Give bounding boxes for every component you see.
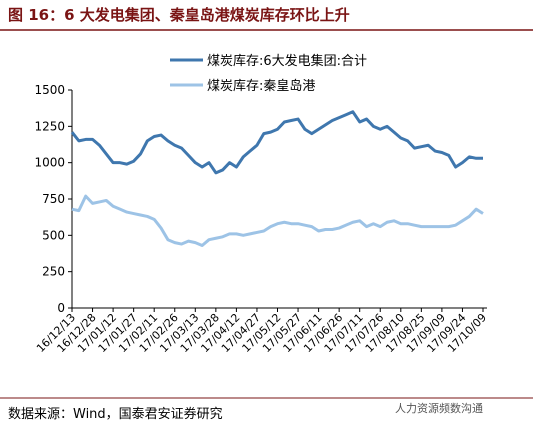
y-tick-label: 1500 bbox=[34, 83, 65, 97]
y-tick-label: 750 bbox=[42, 192, 65, 206]
series-line bbox=[70, 110, 483, 175]
y-tick-label: 1000 bbox=[34, 156, 65, 170]
watermark: 人力资源频数沟通 bbox=[395, 401, 483, 415]
legend-label: 煤炭库存:秦皇岛港 bbox=[207, 78, 315, 94]
source: 数据来源：Wind，国泰君安证券研究 bbox=[8, 406, 223, 422]
y-tick-label: 0 bbox=[57, 301, 65, 315]
series-line bbox=[71, 194, 484, 248]
y-tick-label: 1250 bbox=[34, 119, 65, 133]
chart-title: 图 16：6 大发电集团、秦皇岛港煤炭库存环比上升 bbox=[8, 6, 350, 24]
y-tick-label: 500 bbox=[42, 228, 65, 242]
legend-label: 煤炭库存:6大发电集团:合计 bbox=[207, 53, 367, 69]
y-tick-label: 250 bbox=[42, 265, 65, 279]
